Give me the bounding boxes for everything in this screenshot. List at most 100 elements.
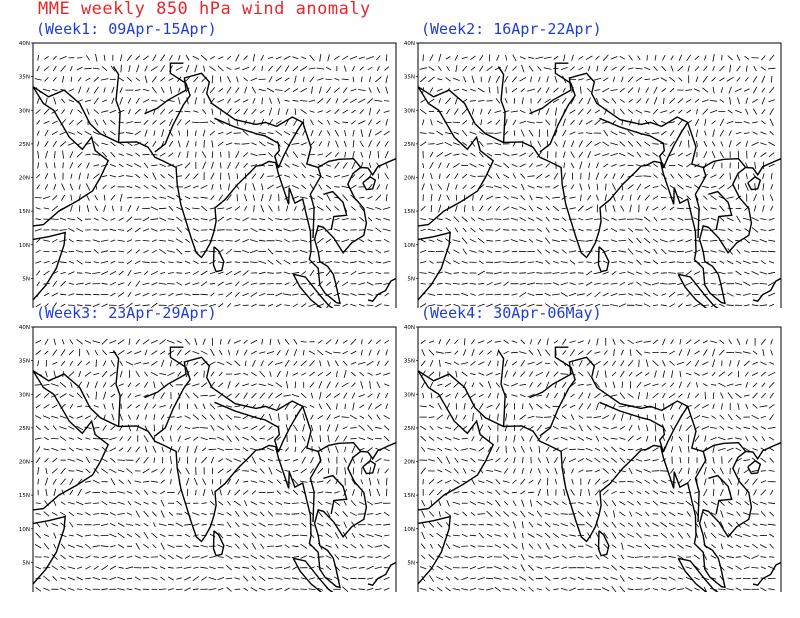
wind-vector [469, 556, 477, 558]
wind-vector [644, 479, 651, 484]
wind-vector [358, 282, 366, 286]
wind-vector [358, 588, 366, 591]
wind-vector [504, 65, 508, 72]
wind-vector [428, 554, 435, 560]
wind-vector [770, 339, 773, 345]
wind-vector [285, 349, 289, 356]
wind-vector [602, 217, 610, 221]
wind-vector [85, 577, 91, 580]
wind-vector [375, 194, 382, 201]
wind-vector [545, 587, 550, 592]
wind-vector [695, 76, 699, 83]
wind-vector [428, 587, 435, 592]
wind-vector [635, 304, 643, 307]
wind-vector [720, 392, 724, 399]
wind-vector [769, 108, 774, 116]
wind-vector [326, 510, 331, 518]
wind-vector [294, 446, 297, 453]
wind-vector [176, 261, 182, 264]
wind-vector [325, 339, 332, 345]
wind-vector [610, 89, 618, 91]
wind-vector [150, 218, 159, 221]
wind-vector [35, 218, 41, 221]
wind-vector [586, 261, 592, 263]
wind-vector [520, 183, 525, 191]
wind-vector [376, 162, 381, 169]
wind-vector [292, 56, 299, 60]
wind-vector [275, 120, 282, 125]
wind-vector [102, 119, 107, 126]
wind-vector [351, 478, 356, 485]
wind-vector [192, 218, 199, 221]
wind-vector [142, 480, 150, 483]
wind-vector [326, 130, 331, 136]
coastline [214, 401, 257, 419]
wind-vector [627, 393, 634, 398]
wind-vector [43, 511, 50, 517]
wind-vector [711, 120, 716, 125]
wind-vector [151, 86, 157, 94]
wind-vector [628, 98, 633, 103]
wind-vector [117, 239, 125, 242]
wind-vector [660, 218, 667, 220]
wind-vector [375, 207, 382, 210]
wind-vector [635, 447, 643, 451]
wind-vector [469, 587, 477, 591]
wind-vector [652, 206, 659, 211]
wind-vector [37, 55, 40, 61]
wind-vector [619, 339, 625, 345]
wind-vector [325, 544, 332, 548]
wind-vector [652, 292, 659, 297]
wind-vector [688, 140, 690, 148]
wind-vector [326, 414, 331, 421]
wind-vector [275, 130, 283, 136]
wind-vector [563, 162, 565, 169]
wind-vector [60, 303, 66, 307]
wind-vector [350, 555, 357, 559]
wind-vector [610, 304, 618, 307]
wind-vector [45, 150, 48, 159]
wind-vector [578, 402, 584, 410]
wind-vector [374, 566, 382, 569]
wind-vector [527, 88, 536, 92]
wind-vector [586, 108, 592, 115]
wind-vector [428, 349, 435, 356]
wind-vector [341, 239, 350, 243]
wind-vector [594, 282, 601, 285]
wind-vector [611, 544, 617, 549]
wind-vector [175, 304, 184, 307]
wind-vector [193, 436, 199, 441]
wind-vector [602, 240, 609, 242]
wind-vector [644, 194, 650, 201]
wind-vector [704, 55, 707, 61]
wind-vector [569, 259, 576, 265]
wind-vector [718, 371, 726, 377]
wind-vector [117, 501, 125, 505]
wind-vector [553, 414, 559, 420]
wind-vector [710, 174, 717, 179]
wind-vector [93, 556, 99, 558]
wind-vector [276, 185, 282, 189]
wind-vector [710, 532, 717, 539]
wind-vector [679, 457, 682, 464]
wind-vector [561, 304, 568, 306]
wind-vector [610, 577, 618, 580]
wind-vector [513, 532, 516, 539]
wind-vector [59, 436, 67, 442]
wind-vector [486, 218, 494, 220]
wind-vector [562, 172, 566, 180]
wind-vector [585, 239, 593, 242]
wind-vector [292, 88, 299, 92]
wind-vector [644, 556, 651, 558]
wind-vector [84, 534, 92, 537]
wind-vector [720, 510, 724, 518]
wind-vector [325, 371, 332, 377]
wind-vector [510, 239, 519, 243]
wind-vector [594, 291, 601, 298]
wind-vector [511, 394, 518, 397]
wind-vector [59, 131, 67, 135]
wind-vector [438, 339, 442, 345]
wind-vector [217, 447, 224, 451]
wind-vector [461, 555, 469, 559]
wind-vector [260, 193, 264, 202]
